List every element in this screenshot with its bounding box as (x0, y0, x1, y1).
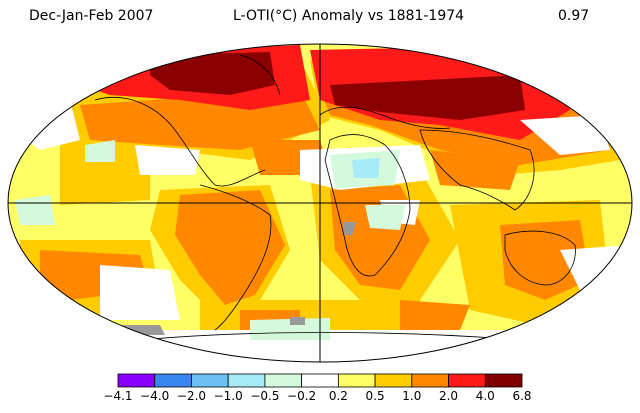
coastlines (94, 54, 576, 341)
legend-swatch (484, 373, 523, 388)
color-legend (117, 373, 523, 388)
global-mean-value: 0.97 (558, 8, 590, 24)
legend-swatch (374, 373, 413, 388)
legend-swatch (411, 373, 449, 388)
legend-swatch (117, 373, 156, 388)
anomaly-field (8, 44, 632, 362)
extreme-anomaly-regions (150, 52, 525, 120)
legend-swatch (448, 373, 486, 388)
legend-swatch (227, 373, 266, 388)
legend-swatch (154, 373, 192, 388)
legend-swatch (337, 373, 376, 388)
legend-swatch (264, 373, 303, 388)
legend-swatch (301, 373, 339, 388)
period-label: Dec-Jan-Feb 2007 (29, 8, 154, 24)
map-title: L-OTI(°C) Anomaly vs 1881-1974 (233, 8, 465, 24)
cool-regions (352, 158, 380, 178)
legend-swatch (191, 373, 229, 388)
globe-outline (7, 43, 633, 363)
